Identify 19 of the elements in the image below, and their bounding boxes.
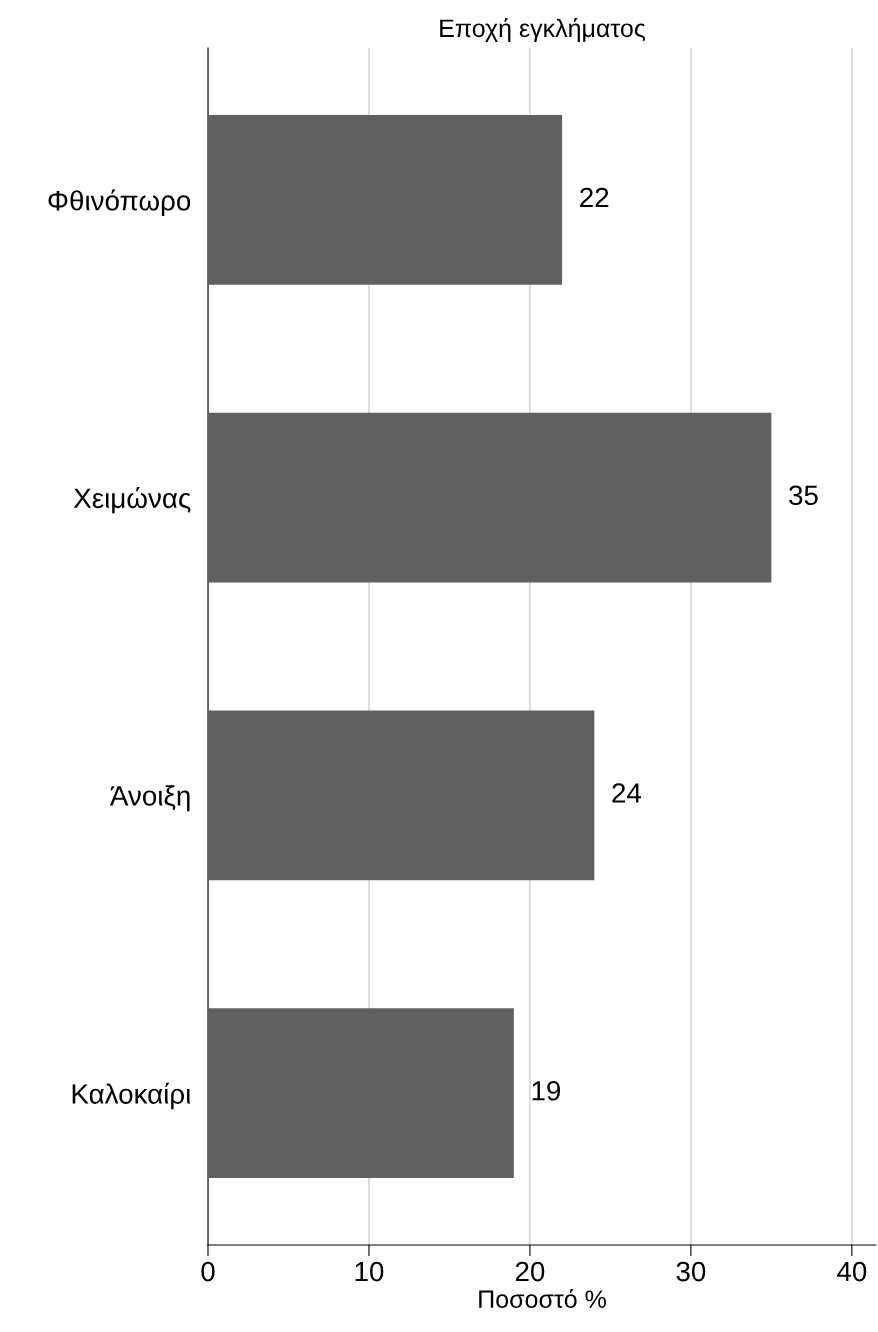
chart-title: Εποχή εγκλήματος — [440, 18, 646, 43]
bar — [208, 1008, 514, 1178]
x-tick-label: 40 — [837, 1261, 867, 1282]
bar — [208, 710, 595, 881]
x-tick-label: 30 — [676, 1261, 706, 1282]
bar — [208, 412, 772, 583]
y-tick-label: Καλοκαίρι — [72, 1082, 191, 1110]
x-tick-label: 20 — [515, 1261, 545, 1282]
x-tick-label: 10 — [355, 1261, 384, 1282]
data-label: 24 — [612, 783, 642, 803]
data-label: 22 — [580, 187, 609, 208]
data-label: 19 — [532, 1080, 561, 1101]
y-tick-label: Χειμώνας — [73, 486, 191, 514]
x-axis-title: Ποσοστό % — [479, 1288, 606, 1309]
y-tick-label: Άνοιξη — [109, 785, 190, 812]
x-tick-label: 0 — [201, 1261, 215, 1282]
bar — [208, 115, 563, 285]
y-tick-label: Φθινόπωρο — [48, 189, 191, 217]
data-label: 35 — [789, 485, 818, 506]
